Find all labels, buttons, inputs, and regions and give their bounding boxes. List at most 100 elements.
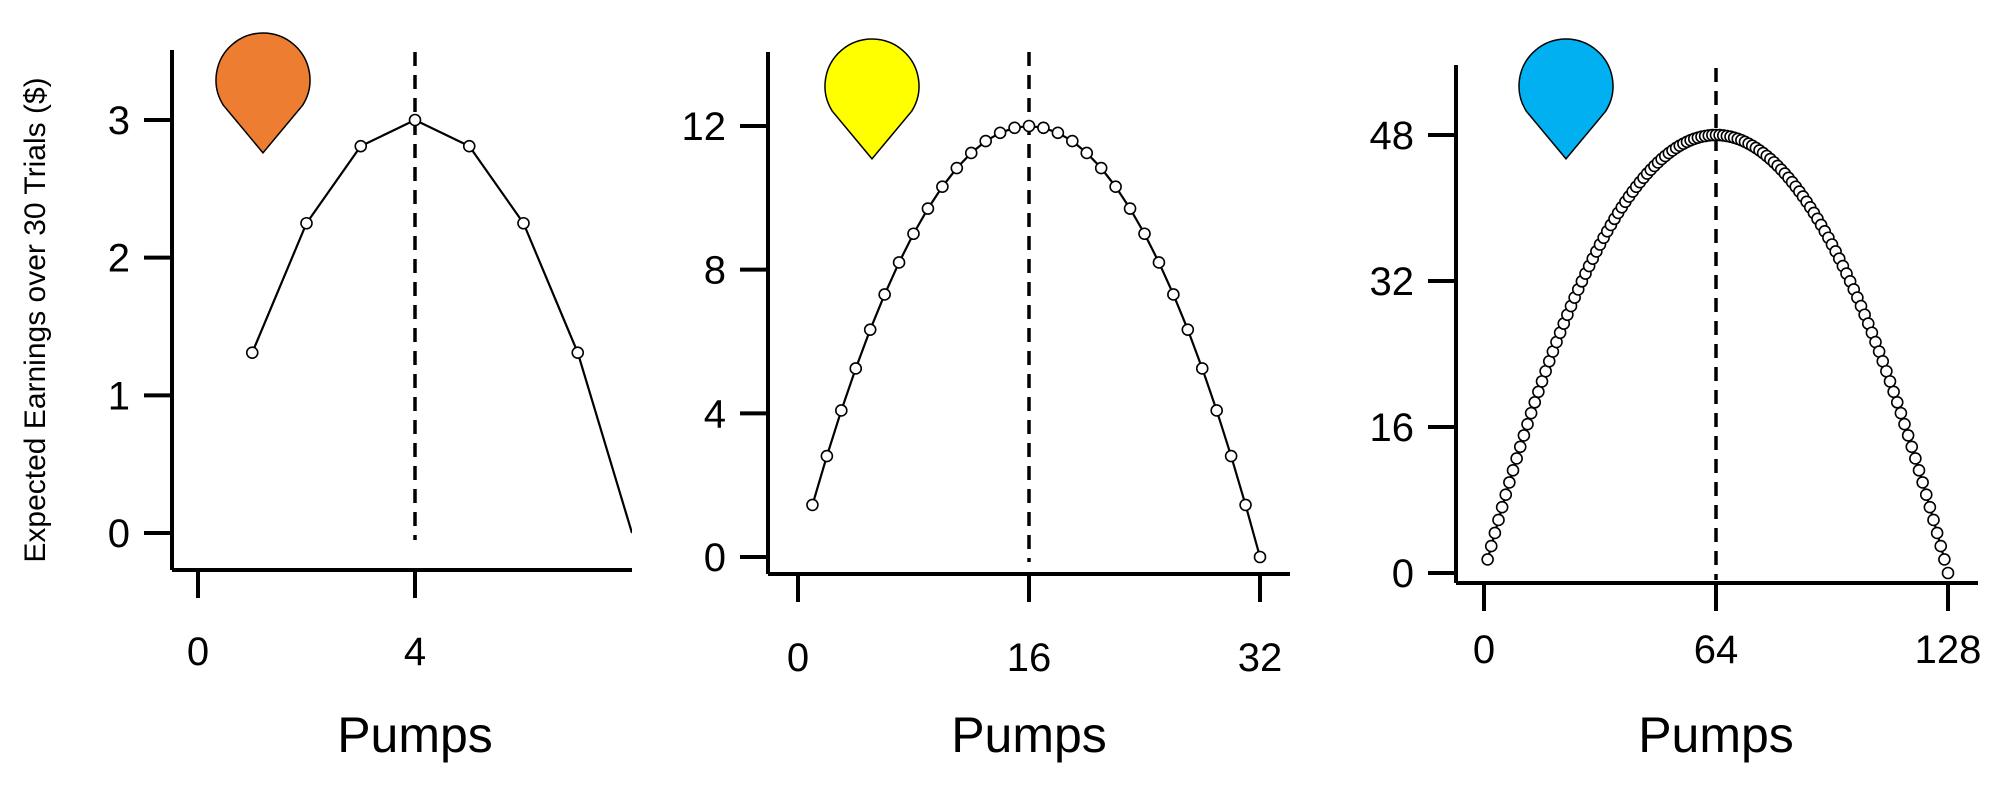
panel-3-data-point — [1938, 553, 1951, 566]
panel-2-data-point — [1008, 121, 1021, 135]
panel-3-x-tick-label: 64 — [1694, 628, 1739, 672]
panel-1-y-tick-label: 3 — [108, 99, 130, 143]
panel-2-data-point — [964, 146, 978, 160]
panel-3-data-point — [1901, 429, 1915, 442]
panel-1-balloon-icon — [215, 32, 311, 155]
panel-2-data-point — [1239, 498, 1252, 512]
panel-3-data-point — [1890, 396, 1904, 409]
panel-2-data-point — [849, 362, 863, 375]
panel-3-data-point — [1506, 464, 1520, 477]
panel-2-data-point — [1051, 126, 1065, 140]
panel-1-data-point — [354, 139, 368, 153]
panel-2-data-point — [1094, 161, 1108, 175]
panel-3-data-point — [1919, 488, 1933, 502]
panel-2-data-point — [993, 126, 1007, 140]
panel-3-data-point — [1481, 553, 1494, 566]
panel-2-data-point — [1022, 119, 1036, 133]
panel-3-balloon-icon — [1518, 38, 1614, 161]
panel-2-data-point — [835, 404, 848, 417]
panel-1-data-point — [300, 216, 313, 230]
panel-2-x-tick-label: 0 — [787, 636, 809, 680]
panel-2-data-point — [878, 288, 891, 301]
panel-3-data-point — [1528, 396, 1542, 409]
panel-3-data-point — [1503, 476, 1516, 489]
panel-3-data-point — [1495, 500, 1509, 514]
panel-3-y-tick-label: 0 — [1392, 552, 1414, 596]
panel-3-data-point — [1941, 566, 1955, 580]
panel-1-x-tick-label: 0 — [187, 630, 209, 674]
panel-2-data-point — [1195, 362, 1209, 375]
panel-1-data-point — [245, 346, 259, 359]
panel-3-x-axis-title: Pumps — [1638, 707, 1794, 763]
panel-1-series-line — [251, 118, 632, 534]
panel-2-data-point — [806, 498, 819, 512]
panel-2-data-point — [1109, 180, 1122, 193]
panel-3-data-point — [1887, 385, 1900, 399]
panel-1-data-point — [517, 216, 530, 230]
panel-3-data-point — [1524, 406, 1538, 420]
panel-1-y-tick-label: 0 — [108, 512, 130, 556]
panel-2-x-tick-label: 32 — [1238, 636, 1283, 680]
panel-3-data-point — [1510, 452, 1523, 465]
panel-3-data-point — [1909, 452, 1922, 465]
panel-2-data-point — [863, 323, 877, 336]
panel-2-balloon-icon — [824, 38, 920, 161]
panel-2-data-point — [1152, 256, 1166, 269]
panel-3-data-point — [1912, 464, 1926, 477]
panel-2-data-point — [936, 180, 949, 193]
panel-3-data-point — [1916, 476, 1929, 489]
panel-3-data-point — [1488, 526, 1502, 540]
panel-2-y-tick-label: 8 — [704, 249, 726, 293]
panel-3-y-tick-label: 16 — [1370, 406, 1415, 450]
panel-2-x-tick-label: 16 — [1007, 636, 1052, 680]
panel-2-x-axis-title: Pumps — [951, 707, 1107, 763]
panel-1-x-tick-label: 4 — [404, 630, 426, 674]
panel-3-y-tick-label: 48 — [1370, 114, 1415, 158]
panel-1-x-axis-title: Pumps — [337, 707, 493, 763]
panel-2-series-line — [811, 124, 1262, 558]
panel-2-y-tick-label: 0 — [704, 536, 726, 580]
panel-3-data-point — [1521, 417, 1534, 431]
panel-2-data-point — [820, 449, 834, 463]
panel-2-data-point — [1037, 121, 1050, 135]
panel-3-data-point — [1934, 539, 1948, 553]
panel-2-data-point — [1080, 146, 1094, 160]
panel-2-data-point — [921, 202, 935, 215]
panel-2-data-point — [1123, 202, 1137, 215]
panel-3-data-point — [1927, 513, 1940, 527]
panel-3-data-point — [1532, 385, 1545, 399]
panel-3: 0 16 32 48 0 64 128 Pumps — [1370, 38, 1982, 763]
panel-2-data-point — [1224, 449, 1238, 463]
panel-3-data-point — [1517, 429, 1531, 442]
panel-3-data-point — [1930, 526, 1944, 540]
panel-2-data-point — [950, 161, 964, 175]
panel-3-data-point — [1492, 513, 1505, 527]
panel-3-data-point — [1898, 417, 1911, 431]
panel-2-data-point — [1066, 134, 1079, 148]
panel-1-y-tick-label: 1 — [108, 374, 130, 418]
panel-3-data-point — [1923, 500, 1937, 514]
panel-1-data-point — [408, 113, 422, 127]
panel-3-x-tick-label: 0 — [1473, 628, 1495, 672]
panel-3-data-point — [1499, 488, 1513, 502]
panel-1-y-tick-label: 2 — [108, 237, 130, 281]
panel-2-data-point — [892, 256, 906, 269]
panel-3-data-point — [1484, 539, 1498, 553]
panel-2-data-point — [1167, 288, 1180, 301]
panel-3-data-point — [1513, 440, 1527, 454]
panel-3-x-tick-label: 128 — [1915, 628, 1982, 672]
panel-2-y-tick-label: 12 — [682, 105, 727, 149]
panel-3-data-point — [1905, 440, 1919, 454]
panel-2-y-tick-label: 4 — [704, 392, 726, 436]
panel-1-series — [245, 113, 632, 534]
panel-2-data-point — [1138, 227, 1151, 241]
panel-2-data-point — [907, 227, 920, 241]
panel-1-y-axis-title: Expected Earnings over 30 Trials ($) — [19, 77, 52, 562]
panel-2: 0 4 8 12 0 16 32 Pumps — [682, 38, 1290, 763]
panel-2-data-point — [1210, 404, 1223, 417]
panel-3-y-tick-label: 32 — [1370, 260, 1415, 304]
panel-1-data-point — [462, 139, 476, 153]
panel-3-data-point — [1894, 406, 1908, 420]
panel-3-data-point — [1883, 375, 1897, 388]
